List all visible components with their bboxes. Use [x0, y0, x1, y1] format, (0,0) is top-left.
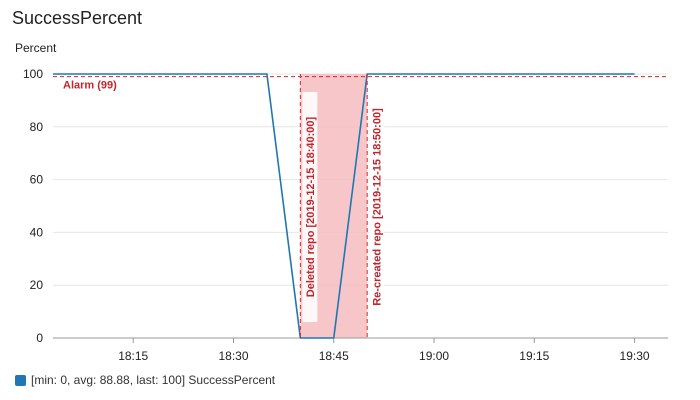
annotation-label: Deleted repo [2019-12-15 18:40:00]	[305, 116, 317, 297]
legend[interactable]: [min: 0, avg: 88.88, last: 100] SuccessP…	[15, 373, 275, 387]
axes: 0 20 40 60 80 100 18:15 18:30 18:45 19:00 19:15 19:…	[23, 67, 668, 363]
series-line	[53, 73, 635, 339]
series-layer	[52, 73, 635, 339]
x-tick-label: 18:30	[218, 349, 248, 363]
annotation-label-box	[369, 92, 385, 322]
legend-swatch	[15, 374, 26, 386]
y-tick-label: 100	[23, 67, 43, 81]
y-axis-label: Percent	[15, 41, 57, 55]
y-tick-label: 0	[36, 331, 43, 345]
x-tick-label: 18:45	[319, 349, 349, 363]
annotation-label-box	[302, 92, 318, 322]
chart-title: SuccessPercent	[12, 8, 143, 28]
threshold: Alarm (99)	[53, 76, 668, 92]
x-tick-label: 19:30	[620, 349, 650, 363]
y-tick-label: 40	[30, 225, 44, 239]
chart-canvas: Percent 0 20 40 60 80 100 18:15 18:30 18:45 19:00…	[15, 41, 668, 363]
x-tick-label: 19:00	[419, 349, 449, 363]
annotations: Deleted repo [2019-12-15 18:40:00] Re-cre…	[299, 74, 385, 338]
y-tick-label: 60	[30, 173, 44, 187]
x-tick-label: 18:15	[118, 349, 148, 363]
y-tick-label: 80	[30, 120, 44, 134]
legend-text: [min: 0, avg: 88.88, last: 100] SuccessP…	[31, 373, 276, 387]
threshold-label: Alarm (99)	[63, 80, 117, 92]
x-tick-label: 19:15	[519, 349, 549, 363]
y-tick-label: 20	[30, 278, 44, 292]
annotation-label: Re-created repo [2019-12-15 18:50:00]	[372, 108, 384, 306]
